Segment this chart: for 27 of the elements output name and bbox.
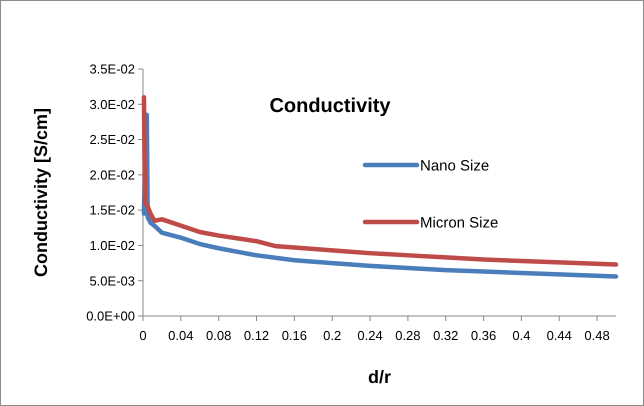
x-tick-label: 0.16 xyxy=(282,328,308,343)
x-tick-label: 0.12 xyxy=(244,328,270,343)
x-tick-label: 0.2 xyxy=(323,328,342,343)
x-tick-label: 0.48 xyxy=(584,328,610,343)
legend-label: Nano Size xyxy=(420,157,490,174)
x-tick-label: 0.08 xyxy=(206,328,232,343)
x-tick-label: 0.32 xyxy=(433,328,458,343)
line-series xyxy=(142,94,618,267)
x-tick-label: 0.28 xyxy=(395,328,421,343)
y-tick-label: 3.0E-02 xyxy=(89,96,135,112)
y-tick-label: 3.5E-02 xyxy=(89,62,135,77)
x-axis-title: d/r xyxy=(368,367,392,387)
y-tick-label: 5.0E-03 xyxy=(89,273,135,288)
legend-label: Micron Size xyxy=(420,214,498,232)
x-tick-label: 0.44 xyxy=(546,328,572,343)
x-tick-label: 0.24 xyxy=(357,328,383,343)
x-tick-label: 0.36 xyxy=(470,328,496,343)
y-tick-label: 1.0E-02 xyxy=(89,238,135,253)
y-tick-label: 0.0E+00 xyxy=(86,308,135,324)
x-tick-label: 0.4 xyxy=(512,328,530,343)
y-tick-label: 2.0E-02 xyxy=(89,167,135,182)
y-tick-label: 1.5E-02 xyxy=(89,202,135,218)
y-tick-label: 2.5E-02 xyxy=(89,132,135,148)
text: Conductivity xyxy=(269,95,392,117)
x-tick-label: 0 xyxy=(139,328,147,343)
x-tick-label: 0.04 xyxy=(168,328,194,343)
y-axis-title: Conductivity [S/cm] xyxy=(31,108,51,278)
